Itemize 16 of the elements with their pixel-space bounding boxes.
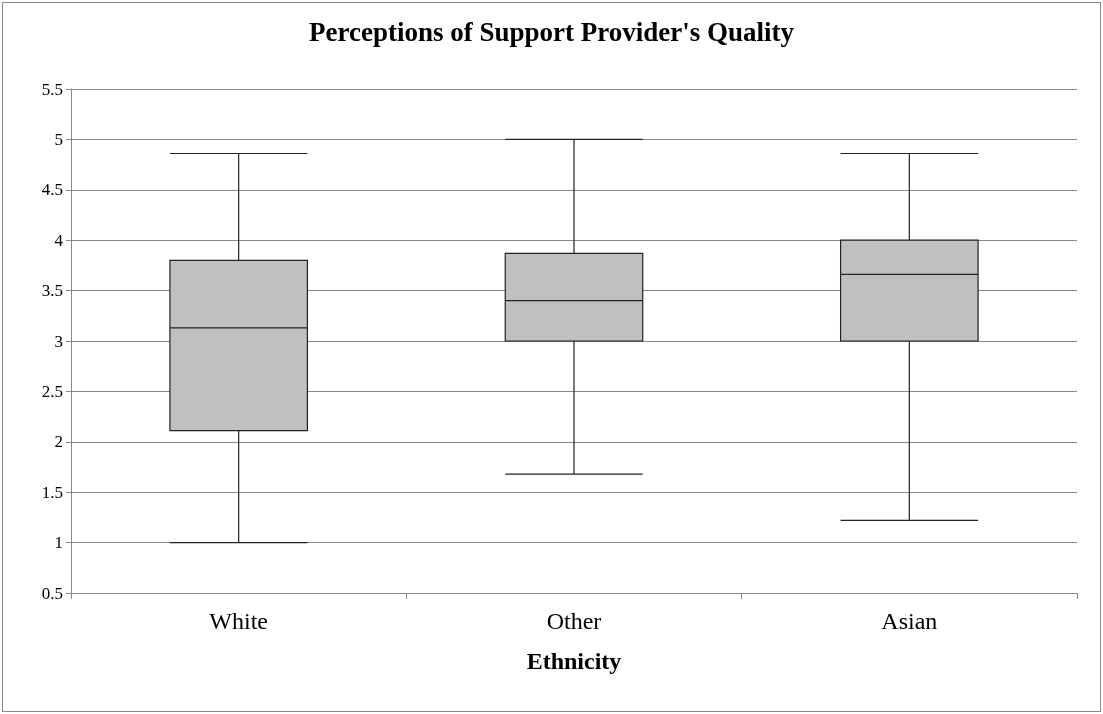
x-tick-label: Other (546, 608, 602, 634)
x-tick-label: White (209, 608, 268, 634)
y-tick-label: 5.5 (41, 79, 63, 99)
chart-title: Perceptions of Support Provider's Quality (309, 16, 795, 47)
x-axis-title: Ethnicity (526, 648, 622, 674)
y-tick-label: 1.5 (41, 482, 63, 502)
y-tick-label: 3 (54, 331, 63, 351)
x-tick-label: Asian (881, 608, 938, 634)
y-tick-label: 1 (54, 533, 63, 553)
y-tick-label: 0.5 (41, 583, 63, 603)
y-tick-label: 2 (54, 432, 63, 452)
y-tick-label: 3.5 (41, 281, 63, 301)
y-tick-label: 4.5 (41, 180, 63, 200)
y-tick-label: 4 (54, 230, 64, 250)
y-tick-label: 5 (54, 129, 63, 149)
y-tick-label: 2.5 (41, 381, 63, 401)
